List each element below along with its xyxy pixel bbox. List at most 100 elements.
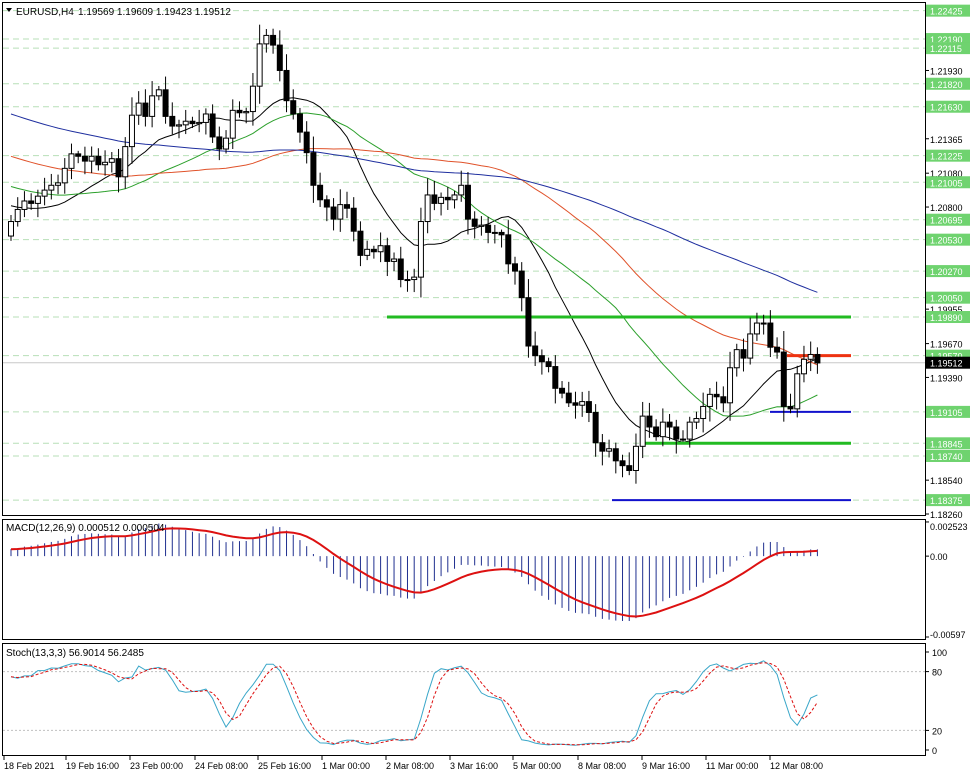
price-tick-label: 1.20695 [930,216,963,226]
level-price-box [926,437,970,450]
candle-body [532,345,539,357]
price-tick-label: 1.19890 [930,313,963,323]
level-price-box [926,213,970,226]
candle-body [236,109,243,114]
candle-body [740,349,747,359]
candle-body [767,322,774,348]
level-price-box [926,405,970,418]
candle-body [612,448,619,462]
time-tick-label: 12 Mar 08:00 [770,761,823,771]
candle-body [606,448,613,452]
level-price-box [926,176,970,189]
dropdown-icon[interactable] [6,8,12,12]
chart-header: EURUSD,H4 1.19569 1.19609 1.19423 1.1951… [6,7,231,18]
candle-body [249,85,256,113]
candle-body [464,184,471,220]
candle-body [713,393,720,398]
stoch-tick-label: 80 [932,668,942,678]
level-price-box [926,233,970,246]
price-tick-label: 1.19955 [930,305,963,315]
macd-indicator [10,523,818,622]
candle-body [196,121,203,125]
price-tick-label: 1.18540 [930,476,963,486]
candle-body [800,358,807,375]
candle-body [565,392,572,404]
candle-body [209,113,216,138]
candle-body [747,333,754,359]
candle-body [28,200,35,204]
price-tick-label: 1.21930 [930,66,963,76]
candle-body [700,405,707,420]
candle-body [753,322,760,335]
candle-body [585,401,592,413]
candle-body [572,402,579,406]
candle-body [357,230,364,256]
price-tick-label: 1.20800 [930,203,963,213]
time-tick-label: 1 Mar 00:00 [322,761,370,771]
candle-body [303,131,310,154]
price-tick-label: 1.19670 [930,340,963,350]
level-price-box [926,311,970,324]
candle-body [424,194,431,223]
candle-body [438,196,445,204]
candle-body [384,245,391,262]
candle-body [270,34,277,46]
candle-body [485,224,492,233]
time-tick-label: 25 Feb 16:00 [258,761,311,771]
candle-body [330,206,337,220]
time-tick-label: 9 Mar 16:00 [642,761,690,771]
candle-body [108,158,115,163]
candle-body [142,102,149,117]
level-price-box [926,33,970,46]
candle-body [491,231,498,234]
stoch-main-line [10,660,818,746]
price-tick-label: 1.18740 [930,452,963,462]
horizontal-gridlines [3,10,925,501]
stoch-tick-label: 20 [932,726,942,736]
header-ohlc: 1.19569 1.19609 1.19423 1.19512 [78,7,231,18]
ma-slow-red-line [10,148,818,366]
candle-body [34,195,41,204]
macd-pane-border [2,519,926,640]
candle-body [639,415,646,447]
candle-body [283,69,290,102]
candle-body [599,442,606,452]
level-price-box [926,149,970,162]
candle-body [666,421,673,428]
candle-body [310,152,317,186]
candle-body [653,426,660,438]
candle-body [444,196,451,201]
level-price-box [926,77,970,90]
candle-body [182,120,189,126]
main-pane-border [2,2,926,516]
candle-body [14,208,21,223]
candle-body [794,373,801,410]
price-tick-label: 1.20270 [930,267,963,277]
candle-body [115,158,122,178]
candle-body [68,153,75,169]
candle-body [229,109,236,139]
macd-title: MACD(12,26,9) 0.000512 0.000504 [6,523,165,534]
price-tick-label: 1.21080 [930,169,963,179]
candle-body [646,415,653,428]
level-price-box [926,449,970,462]
candle-body [626,465,633,471]
candle-body [317,184,324,201]
price-tick-label: 1.18375 [930,496,963,506]
candle-body [377,245,384,253]
time-axis: 18 Feb 2021 19 Feb 16:00 23 Feb 00:00 24 Fe… [3,756,823,771]
candle-body [350,207,357,232]
candle-body [41,189,48,197]
candle-body [296,113,303,133]
level-price-box [926,265,970,278]
candle-body [48,184,55,191]
candle-body [807,353,814,360]
candle-body [364,248,371,256]
candle-body [760,322,767,325]
candle-body [276,44,283,71]
candle-body [780,351,787,407]
macd-signal-line [10,527,818,618]
